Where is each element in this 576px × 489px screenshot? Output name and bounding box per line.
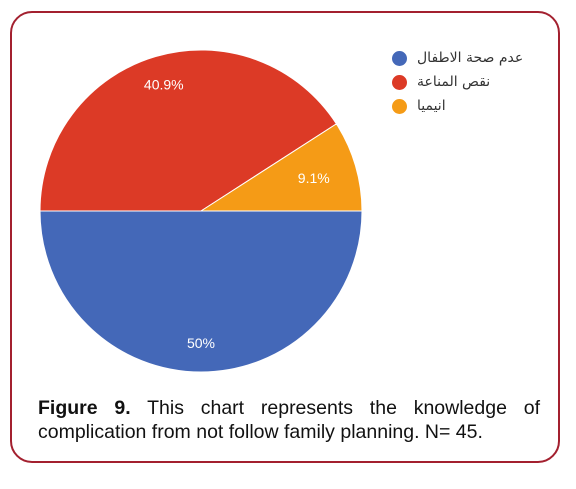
figure-caption: Figure 9. This chart represents the know…	[38, 396, 540, 444]
chart-legend: عدم صحة الاطفال نقص المناعة انيميا	[392, 46, 542, 118]
legend-item-immunity[interactable]: نقص المناعة	[392, 70, 542, 94]
figure-label: Figure 9.	[38, 397, 131, 419]
legend-item-child-health[interactable]: عدم صحة الاطفال	[392, 46, 542, 70]
legend-label: عدم صحة الاطفال	[417, 50, 524, 66]
legend-swatch	[392, 74, 407, 90]
pie-slice-anemia[interactable]	[199, 123, 363, 212]
legend-item-anemia[interactable]: انيميا	[392, 94, 542, 118]
slice-value-label: 9.1%	[298, 170, 330, 186]
legend-swatch	[392, 50, 407, 66]
pie-slice-immunity[interactable]	[39, 49, 338, 212]
caption-text: This chart represents the knowledge of c…	[38, 397, 540, 443]
slice-value-label: 50%	[187, 335, 215, 351]
slice-value-label: 40.9%	[144, 76, 184, 92]
pie-slice-child-health[interactable]	[39, 210, 363, 373]
legend-swatch	[392, 98, 407, 114]
legend-label: نقص المناعة	[417, 74, 491, 90]
legend-label: انيميا	[417, 98, 446, 114]
